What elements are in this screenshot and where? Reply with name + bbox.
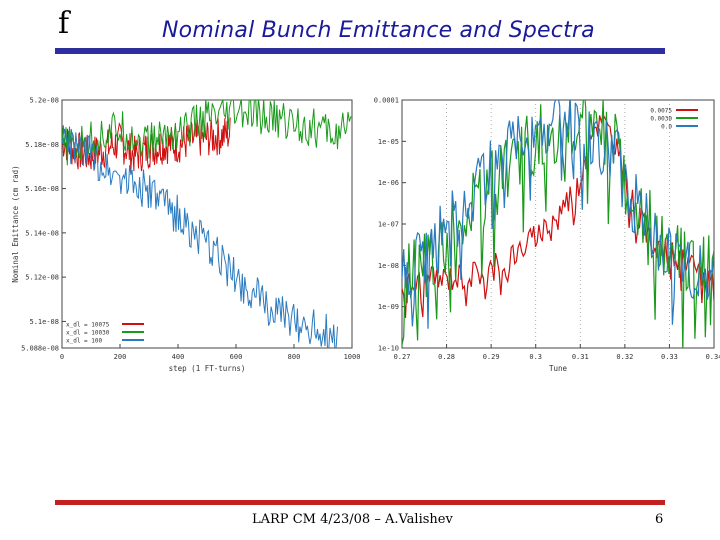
slide-title: Nominal Bunch Emittance and Spectra [162,18,595,43]
x-tick-label: 0.32 [616,353,633,361]
x-tick-label: 0.29 [483,353,500,361]
x-axis-label: step (1 FT-turns) [169,364,246,373]
x-tick-label: 400 [172,353,185,361]
legend-label: 0.0075 [650,108,672,115]
y-tick-label: 5.1e-08 [29,318,59,326]
legend-label: x_dl = 10030 [66,330,110,337]
plot-frame [61,99,353,349]
y-tick-label: 1e-05 [378,138,399,146]
y-tick-label: 1e-06 [378,179,399,187]
y-tick-label: 1e-08 [378,262,399,270]
y-axis-label: Nominal Emittance (cm rad) [11,165,20,282]
x-tick-label: 800 [288,353,301,361]
legend-label: 0.0 [661,124,672,131]
y-tick-label: 5.16e-08 [25,185,59,193]
series-line [402,100,714,329]
series-line [62,100,352,166]
y-tick-label: 1e-09 [378,303,399,311]
y-tick-label: 5.18e-08 [25,141,59,149]
x-tick-label: 0.31 [572,353,589,361]
spectra-plot: 0.27 0.28 0.29 0.3 0.31 0.32 0.33 0.34 1e-10 1e-0… [366,96,720,376]
legend-label: 0.0030 [650,116,672,123]
spectra-chart-svg: 0.27 0.28 0.29 0.3 0.31 0.32 0.33 0.34 1e-10 1e-0… [374,97,720,374]
x-tick-label: 0.28 [438,353,455,361]
emittance-plot: 0 200 400 600 800 1000 5.088e-08 5.1e-08 5.12e-0… [4,96,362,376]
legend-label: x_dl = 100 [66,338,103,345]
x-tick-label: 0.33 [661,353,678,361]
y-tick-label: 1e-07 [378,221,399,229]
x-tick-label: 0 [60,353,64,361]
page-number: 6 [655,512,664,527]
x-tick-label: 200 [114,353,127,361]
footer-rule [55,500,665,505]
series-line [402,100,714,348]
x-tick-label: 0.3 [529,353,542,361]
footer-text: LARP CM 4/23/08 – A.Valishev [252,512,453,527]
emittance-chart-svg: 0 200 400 600 800 1000 5.088e-08 5.1e-08 5.12e-0… [11,97,361,374]
x-tick-label: 600 [230,353,243,361]
y-tick-label: 1e-10 [378,345,399,353]
y-tick-label: 5.088e-08 [21,345,59,353]
legend-label: x_dl = 10075 [66,322,110,329]
y-tick-label: 0.0001 [374,97,399,105]
fermilab-logo: f [58,6,70,41]
y-tick-label: 5.12e-08 [25,274,59,282]
y-tick-label: 5.2e-08 [29,97,59,105]
x-tick-label: 0.34 [706,353,720,361]
x-tick-label: 1000 [344,353,361,361]
y-tick-label: 5.14e-08 [25,229,59,237]
x-axis-label: Tune [549,364,568,373]
title-rule [55,48,665,54]
x-tick-label: 0.27 [394,353,411,361]
series-line [62,126,338,348]
